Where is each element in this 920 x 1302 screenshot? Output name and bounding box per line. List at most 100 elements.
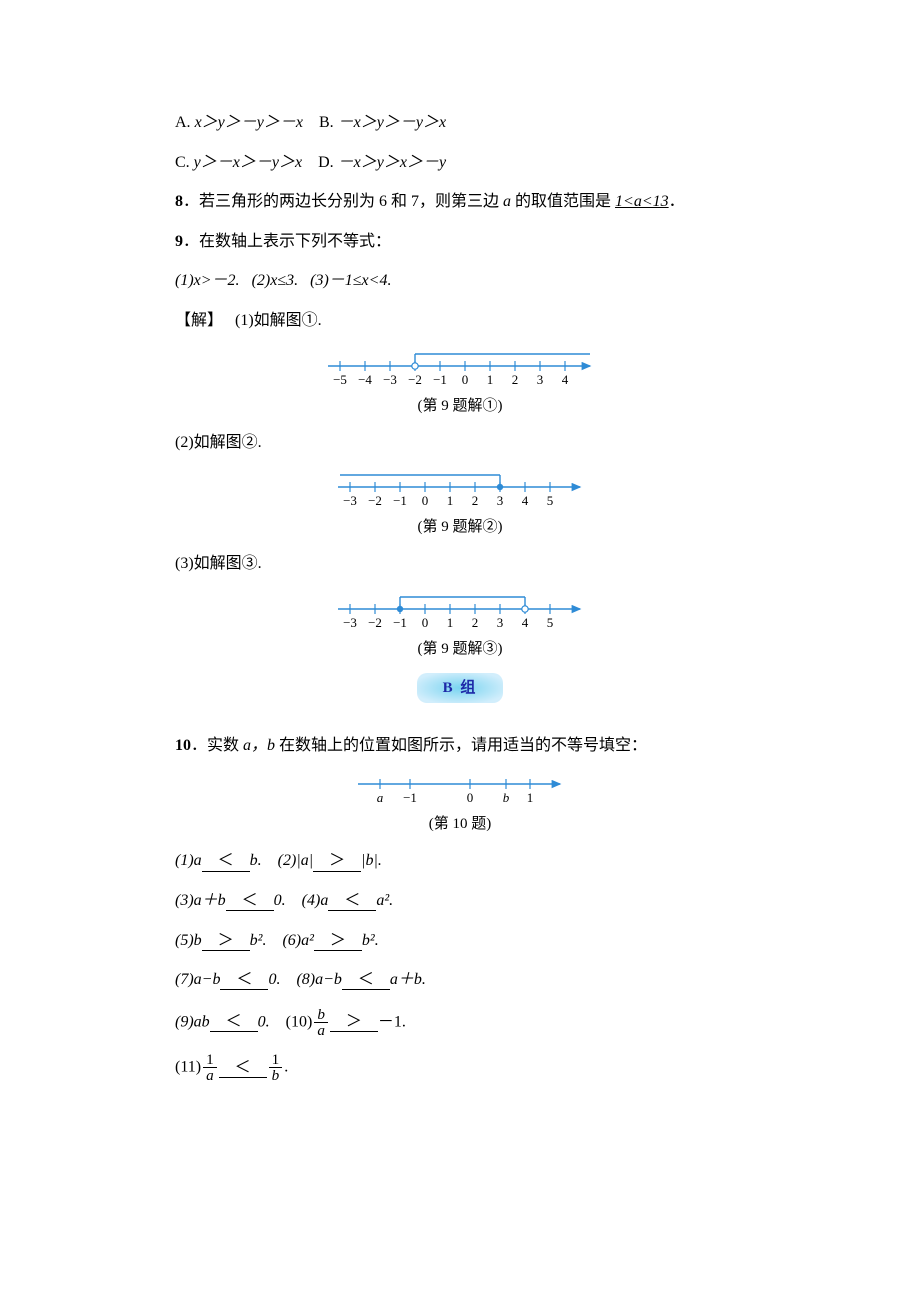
- q9-fig3-caption: (第 9 题解③): [175, 637, 745, 661]
- q9-sol-1: 【解】 (1)如解图①.: [175, 308, 745, 334]
- q10-i11-f1d: a: [203, 1068, 217, 1083]
- nl3-tick-0: −3: [343, 615, 357, 630]
- nl2-tick-3: 0: [422, 493, 429, 508]
- q7-opt-a-expr: x＞y＞－y＞－x: [195, 114, 303, 131]
- q9-parts: (1)x>－2. (2)x≤3. (3)－1≤x<4.: [175, 268, 745, 294]
- q8-var: a: [503, 193, 511, 210]
- q10-i11-ans: ＜: [219, 1058, 267, 1078]
- q10-row4: (7)a−b＜0. (8)a−b＜a＋b.: [175, 967, 745, 993]
- q10-i3-ans: ＜: [226, 891, 274, 911]
- group-b-badge: B 组: [417, 673, 504, 703]
- q10-i6-pre: (6)a²: [282, 932, 313, 949]
- q10-i6-ans: ＞: [314, 931, 362, 951]
- q7-opt-d-expr: －x＞y＞x＞－y: [338, 154, 446, 171]
- q7-opt-b-label: B.: [319, 114, 334, 131]
- q10-i10-num: b: [314, 1007, 328, 1023]
- numberline-q10: a −1 0 b 1: [350, 772, 570, 808]
- q10-i4-ans: ＜: [328, 891, 376, 911]
- nl2-tick-5: 2: [472, 493, 479, 508]
- q10-i8-pre: (8)a−b: [296, 971, 341, 988]
- nl2-tick-0: −3: [343, 493, 357, 508]
- nl1-tick-2: −3: [383, 372, 397, 387]
- q8-text-after: ．: [669, 193, 685, 210]
- nl1-tick-1: −4: [358, 372, 372, 387]
- nl2-tick-6: 3: [497, 493, 504, 508]
- q10-row6: (11)1a＜1b.: [175, 1052, 745, 1083]
- q10-i2-pre: (2)|a|: [278, 852, 313, 869]
- numberline-3: −3 −2 −1 0 1 2 3 4 5: [330, 591, 590, 633]
- q10-i9-ans: ＜: [210, 1012, 258, 1032]
- q10-i7-ans: ＜: [220, 970, 268, 990]
- nl10-a: a: [377, 790, 384, 805]
- nl2-tick-2: −1: [393, 493, 407, 508]
- nl2-tick-4: 1: [447, 493, 454, 508]
- q8: 8．若三角形的两边长分别为 6 和 7，则第三边 a 的取值范围是 1<a<13…: [175, 189, 745, 215]
- q10-i10-frac: ba: [314, 1007, 328, 1038]
- q8-answer: 1<a<13: [615, 193, 669, 210]
- q10-i10-ans: ＞: [330, 1012, 378, 1032]
- q10-row3: (5)b＞b². (6)a²＞b².: [175, 928, 745, 954]
- q10-text-after: 在数轴上的位置如图所示，请用适当的不等号填空：: [275, 737, 647, 754]
- q10-i1-ans: ＜: [202, 851, 250, 871]
- q7-opt-b-expr: －x＞y＞－y＞x: [338, 114, 446, 131]
- nl3-tick-8: 5: [547, 615, 554, 630]
- nl3-tick-7: 4: [522, 615, 529, 630]
- q9-p2: (2)x≤3.: [252, 272, 299, 289]
- q10-i5-post: b².: [250, 932, 267, 949]
- q10-i3-post: 0.: [274, 892, 286, 909]
- numberline-2: −3 −2 −1 0 1 2 3 4 5: [330, 469, 590, 511]
- q10-i10-den: a: [314, 1023, 328, 1038]
- nl3-tick-1: −2: [368, 615, 382, 630]
- q10-i6-post: b².: [362, 932, 379, 949]
- nl10-b: b: [503, 790, 510, 805]
- q10-i5-pre: (5)b: [175, 932, 202, 949]
- q9-fig2: −3 −2 −1 0 1 2 3 4 5 (第 9 题解②): [175, 469, 745, 539]
- q10-i9-pre: (9)ab: [175, 1013, 210, 1030]
- nl3-tick-6: 3: [497, 615, 504, 630]
- q7-line2: C. y＞－x＞－y＞x D. －x＞y＞x＞－y: [175, 150, 745, 176]
- q10-i10-post: －1.: [378, 1013, 406, 1030]
- q8-num: 8: [175, 193, 183, 210]
- q10-i2-ans: ＞: [313, 851, 361, 871]
- q10-i1-post: b.: [250, 852, 262, 869]
- nl2-tick-1: −2: [368, 493, 382, 508]
- nl10-m1: −1: [403, 790, 417, 805]
- q10-i11-post: .: [284, 1059, 288, 1076]
- q10-vars: a，b: [243, 737, 275, 754]
- nl1-tick-5: 0: [462, 372, 469, 387]
- q10-row2: (3)a＋b＜0. (4)a＜a².: [175, 888, 745, 914]
- q9-p1: (1)x>－2.: [175, 272, 240, 289]
- nl1-tick-4: −1: [433, 372, 447, 387]
- nl10-0: 0: [467, 790, 474, 805]
- q7-opt-c-expr: y＞－x＞－y＞x: [194, 154, 302, 171]
- group-b-wrap: B 组: [175, 673, 745, 703]
- q7-line1: A. x＞y＞－y＞－x B. －x＞y＞－y＞x: [175, 110, 745, 136]
- q10-i11-f2: 1b: [269, 1052, 283, 1083]
- q9-fig1-caption: (第 9 题解①): [175, 394, 745, 418]
- q10-i8-ans: ＜: [342, 970, 390, 990]
- numberline-1: −5 −4 −3 −2 −1 0 1 2 3 4: [320, 348, 600, 390]
- q8-text-before: ．若三角形的两边长分别为 6 和 7，则第三边: [183, 193, 503, 210]
- q8-text-mid: 的取值范围是: [511, 193, 615, 210]
- q10-i11-pre: (11): [175, 1059, 201, 1076]
- q9-fig3: −3 −2 −1 0 1 2 3 4 5 (第 9 题解③): [175, 591, 745, 661]
- q10-fig: a −1 0 b 1 (第 10 题): [175, 772, 745, 836]
- q7-opt-c-label: C.: [175, 154, 190, 171]
- q10-stem: 10．实数 a，b 在数轴上的位置如图所示，请用适当的不等号填空：: [175, 733, 745, 759]
- q10-i2-post: |b|.: [361, 852, 382, 869]
- q10-i4-pre: (4)a: [302, 892, 329, 909]
- q9-num: 9: [175, 233, 183, 250]
- q10-i9-post: 0.: [258, 1013, 270, 1030]
- nl10-1: 1: [527, 790, 534, 805]
- q9-sol-label: 【解】: [175, 312, 223, 329]
- nl1-tick-9: 4: [562, 372, 569, 387]
- nl3-tick-5: 2: [472, 615, 479, 630]
- nl2-tick-7: 4: [522, 493, 529, 508]
- nl3-tick-4: 1: [447, 615, 454, 630]
- q9-fig1: −5 −4 −3 −2 −1 0 1 2 3 4 (第 9 题解①): [175, 348, 745, 418]
- q10-num: 10: [175, 737, 191, 754]
- q7-opt-d-label: D.: [318, 154, 334, 171]
- q10-fig-caption: (第 10 题): [175, 812, 745, 836]
- nl3-tick-3: 0: [422, 615, 429, 630]
- q9-p3: (3)－1≤x<4.: [310, 272, 391, 289]
